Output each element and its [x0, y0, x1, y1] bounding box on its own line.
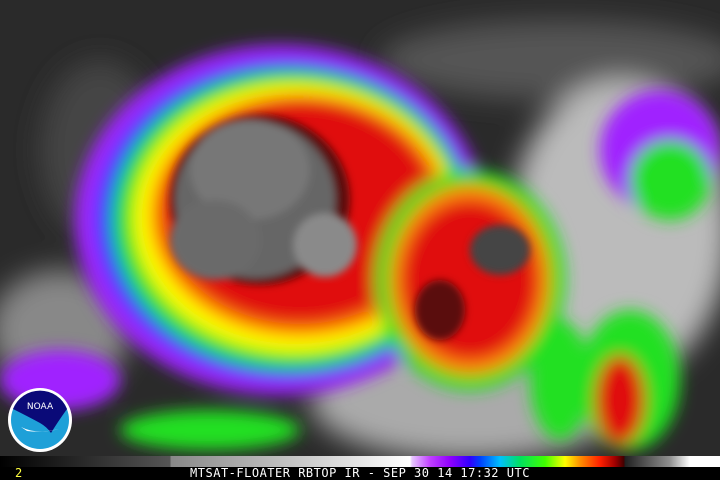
- noaa-logo: NOAA: [8, 388, 72, 452]
- storm-eye: [293, 213, 357, 277]
- caption-bar: [0, 467, 720, 480]
- svg-text:NOAA: NOAA: [27, 402, 54, 412]
- frame-number: 2: [15, 466, 23, 480]
- satellite-ir-image: [0, 20, 720, 456]
- image-caption: MTSAT-FLOATER RBTOP IR - SEP 30 14 17:32…: [190, 466, 530, 480]
- temperature-colorbar: [0, 456, 720, 467]
